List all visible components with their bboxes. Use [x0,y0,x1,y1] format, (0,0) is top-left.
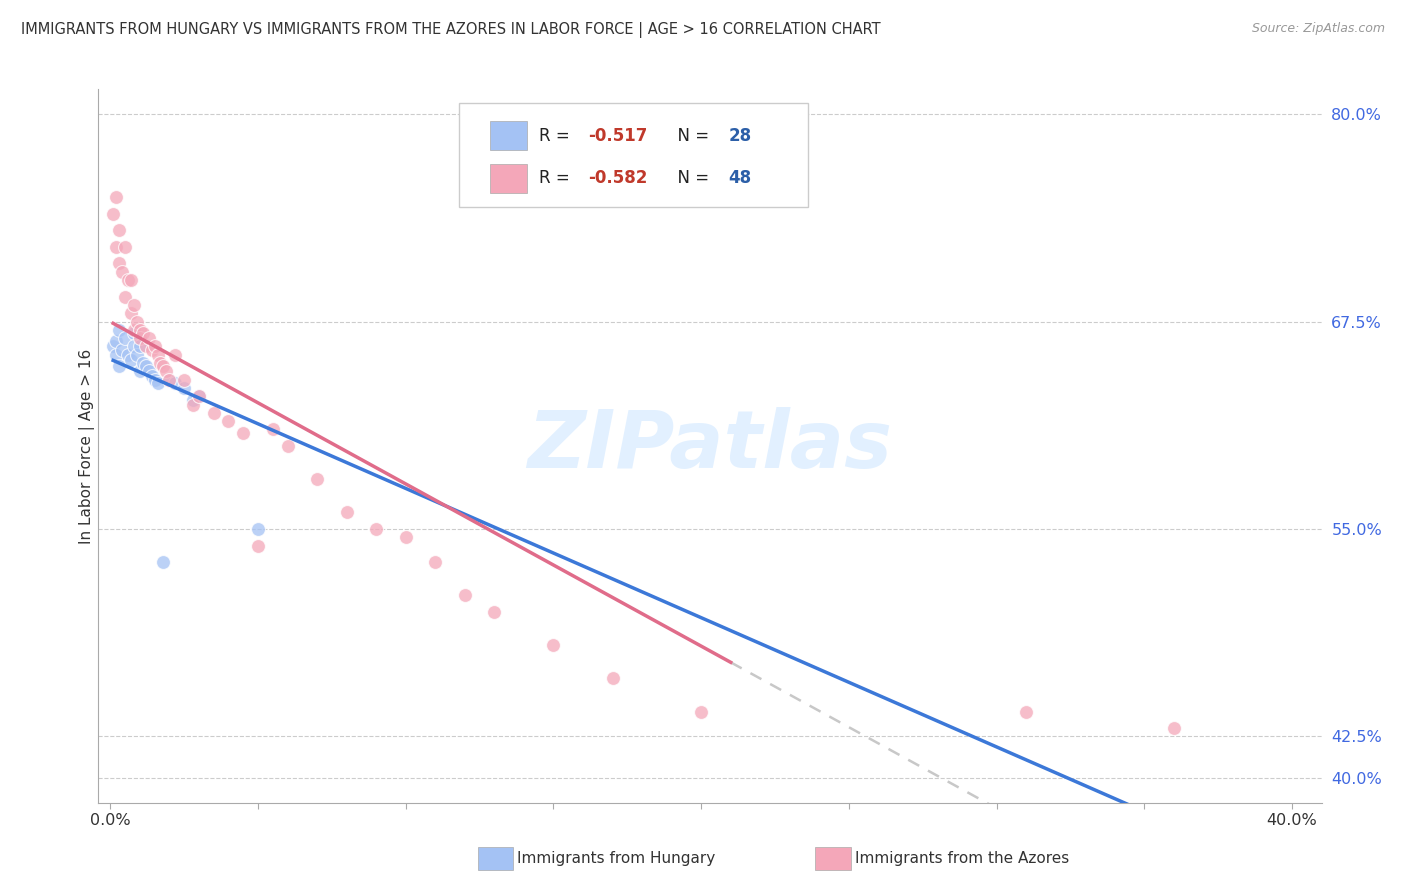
Point [114,240,136,254]
Text: 28: 28 [728,127,751,145]
Point [132,356,155,370]
Point [135,339,157,353]
Point [120,273,142,287]
Point [173,373,195,387]
Point [307,472,329,486]
Bar [489,164,526,193]
Point [181,397,204,411]
Point [122,298,145,312]
Point [454,588,477,602]
Point [117,273,139,287]
Text: ZIPatlas: ZIPatlas [527,407,893,485]
FancyBboxPatch shape [460,103,808,207]
Text: R =: R = [538,127,575,145]
Point [146,376,169,390]
Text: -0.517: -0.517 [588,127,647,145]
Point [143,373,166,387]
Point [138,364,160,378]
Point [202,406,225,420]
Point [103,207,125,221]
Y-axis label: In Labor Force | Age > 16: In Labor Force | Age > 16 [79,349,96,543]
Point [246,539,269,553]
Point [132,326,155,340]
Point [336,505,359,519]
Point [1192,813,1215,827]
Point [128,323,150,337]
Point [117,348,139,362]
Point [425,555,447,569]
Point [120,306,142,320]
Point [122,323,145,337]
Point [484,605,506,619]
Text: -0.582: -0.582 [588,169,647,187]
Point [152,359,174,374]
Point [157,373,180,387]
Point [135,359,157,374]
Point [181,392,204,407]
Point [105,348,128,362]
Point [125,348,148,362]
Text: IMMIGRANTS FROM HUNGARY VS IMMIGRANTS FROM THE AZORES IN LABOR FORCE | AGE > 16 : IMMIGRANTS FROM HUNGARY VS IMMIGRANTS FR… [21,22,880,38]
Point [105,190,128,204]
Point [165,348,187,362]
Point [395,530,418,544]
Point [152,555,174,569]
Point [232,425,254,440]
Point [141,343,163,357]
Point [602,671,624,685]
Point [543,638,565,652]
Point [187,389,209,403]
Text: R =: R = [538,169,575,187]
Point [155,364,177,378]
Point [157,373,180,387]
Point [690,705,713,719]
Point [1163,721,1185,735]
Point [128,339,150,353]
Point [108,256,131,270]
Point [122,339,145,353]
Text: Source: ZipAtlas.com: Source: ZipAtlas.com [1251,22,1385,36]
Point [125,314,148,328]
Point [108,359,131,374]
Point [143,339,166,353]
Text: N =: N = [668,127,714,145]
Point [128,364,150,378]
Point [141,369,163,384]
Point [173,381,195,395]
Point [138,331,160,345]
Text: Immigrants from Hungary: Immigrants from Hungary [517,852,716,866]
Point [122,326,145,340]
Point [146,348,169,362]
Point [105,240,128,254]
Point [128,331,150,345]
Point [366,522,388,536]
Point [165,376,187,390]
Point [103,339,125,353]
Point [111,265,134,279]
Point [114,290,136,304]
Point [246,522,269,536]
Point [149,356,172,370]
Point [217,414,239,428]
Point [111,343,134,357]
Point [120,352,142,367]
Text: Immigrants from the Azores: Immigrants from the Azores [855,852,1069,866]
Text: N =: N = [668,169,714,187]
Point [276,439,298,453]
Point [105,334,128,349]
Point [187,389,209,403]
Point [114,331,136,345]
Point [1015,705,1038,719]
Point [262,422,284,436]
Point [108,223,131,237]
Text: 48: 48 [728,169,751,187]
Point [108,323,131,337]
Bar [489,121,526,150]
